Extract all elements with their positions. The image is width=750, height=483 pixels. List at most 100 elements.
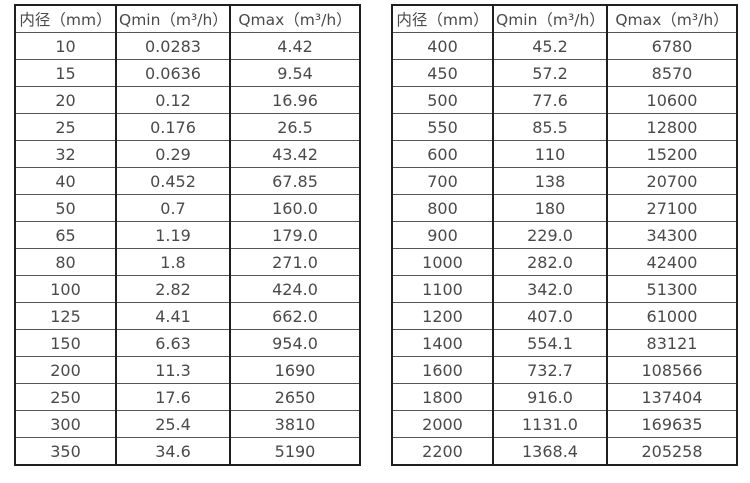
- table-cell: 550: [391, 113, 494, 141]
- table-cell: 125: [14, 302, 117, 330]
- table-cell: 916.0: [492, 383, 608, 411]
- table-row: 400 45.2 6780: [391, 32, 738, 60]
- table-cell: 5190: [229, 437, 361, 466]
- table-cell: 110: [492, 140, 608, 168]
- table-cell: 45.2: [492, 32, 608, 60]
- table-cell: 169635: [606, 410, 738, 438]
- column-header: 内径（mm）: [14, 4, 117, 33]
- table-cell: 0.29: [115, 140, 231, 168]
- table-cell: 424.0: [229, 275, 361, 303]
- table-row: 450 57.2 8570: [391, 59, 738, 87]
- table-cell: 4.42: [229, 32, 361, 60]
- table-row: 1800 916.0 137404: [391, 383, 738, 411]
- table-cell: 12800: [606, 113, 738, 141]
- column-header: Qmax（m³/h）: [606, 4, 738, 33]
- table-cell: 80: [14, 248, 117, 276]
- table-cell: 20: [14, 86, 117, 114]
- table-cell: 4.41: [115, 302, 231, 330]
- table-row: 2200 1368.4 205258: [391, 437, 738, 466]
- table-cell: 1100: [391, 275, 494, 303]
- table-cell: 0.12: [115, 86, 231, 114]
- table-cell: 180: [492, 194, 608, 222]
- table-cell: 3810: [229, 410, 361, 438]
- table-cell: 229.0: [492, 221, 608, 249]
- column-header: 内径（mm）: [391, 4, 494, 33]
- table-cell: 160.0: [229, 194, 361, 222]
- table-cell: 11.3: [115, 356, 231, 384]
- table-cell: 138: [492, 167, 608, 195]
- table-cell: 800: [391, 194, 494, 222]
- table-cell: 0.0283: [115, 32, 231, 60]
- table-cell: 600: [391, 140, 494, 168]
- table-cell: 342.0: [492, 275, 608, 303]
- table-cell: 407.0: [492, 302, 608, 330]
- table-row: 550 85.5 12800: [391, 113, 738, 141]
- table-cell: 400: [391, 32, 494, 60]
- table-row: 2000 1131.0 169635: [391, 410, 738, 438]
- table-cell: 2200: [391, 437, 494, 466]
- table-cell: 34300: [606, 221, 738, 249]
- table-cell: 15: [14, 59, 117, 87]
- table-cell: 450: [391, 59, 494, 87]
- table-cell: 25.4: [115, 410, 231, 438]
- table-cell: 67.85: [229, 167, 361, 195]
- table-row: 900 229.0 34300: [391, 221, 738, 249]
- table-cell: 500: [391, 86, 494, 114]
- table-cell: 1131.0: [492, 410, 608, 438]
- table-cell: 2650: [229, 383, 361, 411]
- table-cell: 6780: [606, 32, 738, 60]
- table-row: 40 0.452 67.85: [14, 167, 361, 195]
- table-cell: 137404: [606, 383, 738, 411]
- table-cell: 26.5: [229, 113, 361, 141]
- table-cell: 1800: [391, 383, 494, 411]
- table-cell: 1000: [391, 248, 494, 276]
- table-cell: 43.42: [229, 140, 361, 168]
- table-cell: 100: [14, 275, 117, 303]
- table-cell: 954.0: [229, 329, 361, 357]
- table-cell: 61000: [606, 302, 738, 330]
- column-header: Qmin（m³/h）: [492, 4, 608, 33]
- flow-range-table-large-diameters: 内径（mm） Qmin（m³/h） Qmax（m³/h） 400 45.2 6780 45…: [391, 4, 738, 466]
- table-cell: 1.19: [115, 221, 231, 249]
- table-cell: 17.6: [115, 383, 231, 411]
- column-header: Qmax（m³/h）: [229, 4, 361, 33]
- table-cell: 732.7: [492, 356, 608, 384]
- table-cell: 150: [14, 329, 117, 357]
- table-row: 200 11.3 1690: [14, 356, 361, 384]
- table-row: 20 0.12 16.96: [14, 86, 361, 114]
- table-row: 1200 407.0 61000: [391, 302, 738, 330]
- table-cell: 15200: [606, 140, 738, 168]
- table-cell: 57.2: [492, 59, 608, 87]
- table-cell: 350: [14, 437, 117, 466]
- table-row: 800 180 27100: [391, 194, 738, 222]
- table-row: 10 0.0283 4.42: [14, 32, 361, 60]
- table-cell: 9.54: [229, 59, 361, 87]
- table-cell: 1.8: [115, 248, 231, 276]
- table-cell: 205258: [606, 437, 738, 466]
- table-row: 350 34.6 5190: [14, 437, 361, 466]
- table-row: 600 110 15200: [391, 140, 738, 168]
- table-cell: 0.176: [115, 113, 231, 141]
- table-cell: 65: [14, 221, 117, 249]
- header-row: 内径（mm） Qmin（m³/h） Qmax（m³/h）: [391, 4, 738, 33]
- flow-range-table-small-diameters: 内径（mm） Qmin（m³/h） Qmax（m³/h） 10 0.0283 4.42 1…: [14, 4, 361, 466]
- table-row: 1100 342.0 51300: [391, 275, 738, 303]
- column-header: Qmin（m³/h）: [115, 4, 231, 33]
- table-row: 300 25.4 3810: [14, 410, 361, 438]
- table-cell: 271.0: [229, 248, 361, 276]
- table-cell: 282.0: [492, 248, 608, 276]
- table-row: 100 2.82 424.0: [14, 275, 361, 303]
- table-cell: 83121: [606, 329, 738, 357]
- table-cell: 1200: [391, 302, 494, 330]
- table-cell: 50: [14, 194, 117, 222]
- table-row: 32 0.29 43.42: [14, 140, 361, 168]
- flow-tables-container: 内径（mm） Qmin（m³/h） Qmax（m³/h） 10 0.0283 4.42 1…: [14, 4, 738, 466]
- table-row: 1400 554.1 83121: [391, 329, 738, 357]
- table-cell: 10: [14, 32, 117, 60]
- table-row: 50 0.7 160.0: [14, 194, 361, 222]
- table-cell: 1368.4: [492, 437, 608, 466]
- table-cell: 51300: [606, 275, 738, 303]
- table-cell: 200: [14, 356, 117, 384]
- table-row: 80 1.8 271.0: [14, 248, 361, 276]
- table-cell: 16.96: [229, 86, 361, 114]
